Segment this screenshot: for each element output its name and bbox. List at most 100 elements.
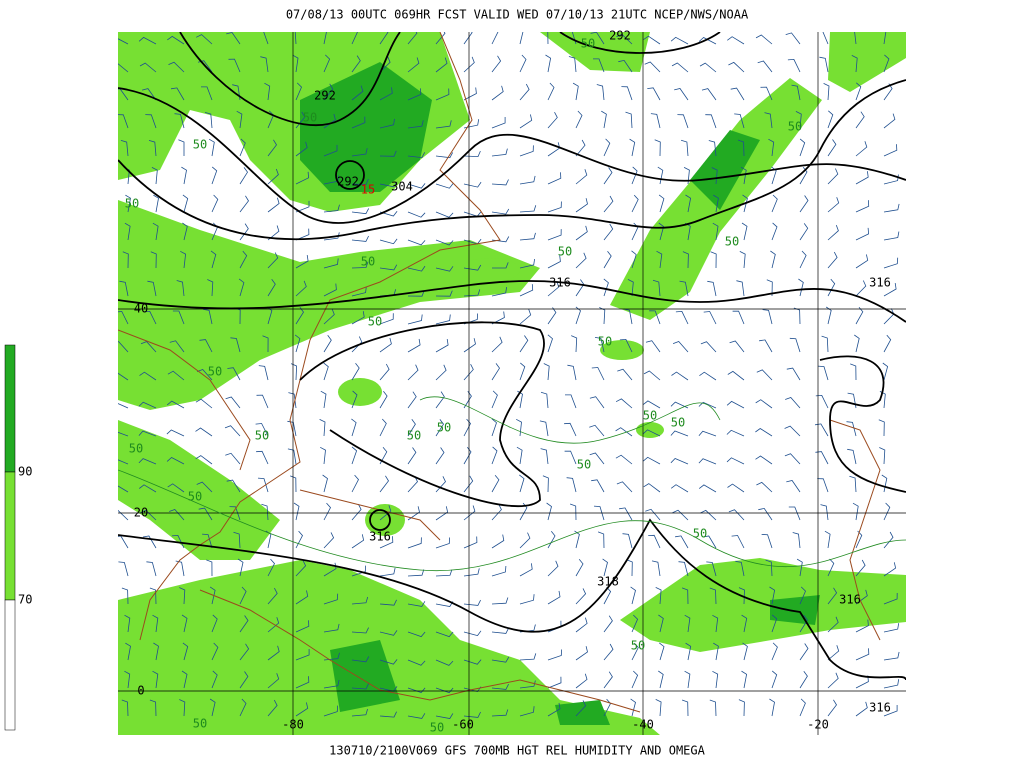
wind-barb: [566, 477, 577, 493]
wind-barb: [727, 36, 745, 45]
wind-barb: [435, 339, 449, 353]
wind-barb: [792, 532, 801, 549]
humidity-area: [828, 32, 906, 92]
wind-barb: [817, 478, 829, 493]
wind-barb: [793, 307, 801, 325]
wind-barb: [174, 113, 185, 129]
wind-barb: [267, 587, 278, 605]
wind-barb: [519, 502, 528, 521]
wind-barb: [262, 335, 269, 353]
wind-barb: [492, 262, 509, 269]
wind-barb: [167, 483, 185, 493]
wind-barb: [603, 671, 613, 689]
wind-barb: [827, 224, 839, 241]
wind-barb: [118, 561, 129, 577]
wind-barb: [145, 114, 157, 129]
wind-barb: [855, 82, 862, 101]
legend-tick-label: 70: [18, 593, 32, 607]
wind-barb: [601, 110, 607, 129]
humidity-core: [300, 62, 432, 192]
wind-barb: [741, 670, 748, 689]
wind-barb: [519, 205, 537, 213]
wind-barb: [630, 698, 636, 717]
wind-barb: [644, 61, 661, 73]
wind-barb: [631, 250, 637, 269]
wind-barb: [590, 32, 605, 45]
height-label: 304: [391, 180, 413, 194]
humidity-label: 50: [193, 138, 207, 152]
wind-barb: [755, 455, 773, 465]
wind-barb: [732, 310, 745, 325]
wind-barb: [435, 476, 446, 493]
wind-barb: [351, 596, 369, 605]
wind-barb: [547, 172, 562, 185]
height-contour: [118, 79, 906, 241]
wind-barb: [407, 601, 426, 607]
wind-barb: [139, 484, 157, 493]
wind-barb: [658, 670, 664, 689]
wind-barb: [295, 530, 303, 549]
wind-barb: [323, 308, 335, 325]
wind-barb: [463, 446, 472, 465]
wind-barb: [118, 341, 129, 353]
latitude-label: 40: [134, 302, 148, 316]
wind-barb: [202, 533, 213, 549]
wind-barb: [239, 195, 249, 213]
wind-barb: [463, 181, 482, 188]
wind-barb: [855, 111, 865, 129]
wind-barb: [755, 399, 773, 409]
wind-barb: [631, 222, 639, 241]
wind-barb: [124, 614, 131, 633]
wind-barb: [519, 653, 537, 661]
wind-barb: [323, 502, 331, 521]
wind-barb: [738, 699, 745, 717]
wind-barb: [698, 458, 717, 465]
wind-barb: [846, 421, 857, 437]
wind-barb: [626, 559, 633, 577]
wind-barb: [765, 559, 773, 577]
wind-barb: [295, 649, 310, 661]
wind-barb: [516, 418, 522, 437]
wind-barb: [799, 615, 808, 633]
wind-barb: [855, 280, 867, 297]
wind-barb: [761, 534, 773, 549]
wind-barb: [726, 400, 745, 409]
wind-barb: [323, 532, 335, 549]
wind-barb: [789, 337, 801, 353]
wind-barb: [407, 183, 426, 189]
wind-barb: [435, 659, 454, 666]
wind-barb: [815, 394, 829, 409]
wind-barb: [658, 614, 664, 633]
wind-barb: [320, 390, 327, 409]
longitude-label: -80: [282, 718, 304, 732]
wind-barb: [463, 711, 481, 718]
wind-barb: [547, 676, 562, 689]
wind-barb: [491, 363, 500, 381]
wind-barb: [179, 587, 186, 605]
wind-barb: [827, 168, 839, 185]
wind-barb: [827, 110, 834, 129]
wind-barb: [491, 390, 498, 409]
wind-barb: [149, 587, 157, 605]
height-label: 316: [869, 276, 891, 290]
wind-barb: [226, 479, 241, 493]
wind-barb: [855, 589, 868, 605]
wind-barb: [435, 569, 453, 577]
wind-barb: [323, 362, 329, 381]
wind-barb: [742, 194, 748, 213]
wind-barb: [323, 283, 337, 297]
wind-barb: [351, 565, 366, 577]
wind-barb: [320, 446, 326, 465]
wind-barb: [491, 565, 507, 577]
wind-barb: [827, 558, 835, 577]
wind-barb: [118, 485, 129, 493]
legend-swatch-high: [4, 344, 16, 473]
wind-barb: [575, 617, 588, 633]
wind-barb: [143, 310, 157, 325]
wind-barb: [769, 586, 776, 605]
wind-barb: [879, 447, 886, 465]
wind-barb: [698, 401, 717, 409]
wind-barb: [683, 167, 690, 185]
wind-barb: [351, 148, 368, 157]
wind-barb: [351, 363, 360, 381]
